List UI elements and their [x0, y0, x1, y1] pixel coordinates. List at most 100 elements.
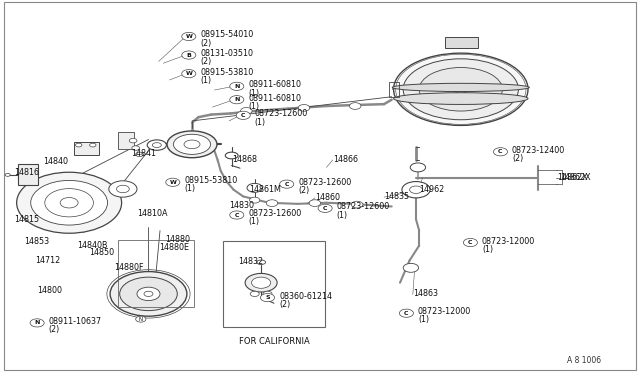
Circle shape [250, 291, 259, 296]
Bar [118, 132, 134, 149]
Circle shape [236, 111, 250, 119]
Circle shape [120, 277, 177, 311]
Circle shape [399, 309, 413, 317]
Circle shape [129, 138, 137, 143]
Text: C: C [468, 240, 473, 245]
Text: (1): (1) [248, 217, 259, 226]
Text: 14841: 14841 [131, 149, 156, 158]
Circle shape [309, 200, 321, 206]
Bar [223, 241, 325, 327]
Text: (2): (2) [298, 186, 310, 195]
Circle shape [351, 201, 363, 208]
Text: W: W [170, 180, 176, 185]
Text: 08723-12400: 08723-12400 [512, 146, 565, 155]
Text: 14830: 14830 [229, 201, 254, 210]
Text: 14850: 14850 [90, 248, 115, 257]
Circle shape [182, 32, 196, 41]
Text: C: C [323, 206, 328, 211]
Text: B: B [186, 52, 191, 58]
Text: 08911-60810: 08911-60810 [248, 80, 301, 89]
Text: 14861M: 14861M [250, 185, 282, 194]
Text: S: S [265, 295, 270, 300]
Text: N: N [35, 320, 40, 326]
Circle shape [463, 238, 477, 247]
Circle shape [45, 189, 93, 217]
Text: 14835: 14835 [384, 192, 409, 201]
Ellipse shape [152, 143, 161, 148]
Ellipse shape [167, 131, 217, 158]
Text: 08723-12600: 08723-12600 [255, 109, 308, 118]
Circle shape [402, 182, 430, 198]
Text: A 8 1006: A 8 1006 [568, 356, 602, 365]
Text: 08723-12600: 08723-12600 [298, 178, 351, 187]
Text: 14810A: 14810A [138, 209, 168, 218]
Text: N: N [234, 97, 239, 102]
Bar [445, 37, 478, 48]
Circle shape [31, 180, 108, 225]
Text: 08723-12600: 08723-12600 [337, 202, 390, 211]
Ellipse shape [403, 59, 518, 120]
Text: 14863: 14863 [413, 289, 438, 298]
Circle shape [252, 277, 271, 288]
Text: FOR CALIFORNIA: FOR CALIFORNIA [239, 337, 309, 346]
Text: C: C [404, 311, 409, 316]
Circle shape [166, 178, 180, 186]
Circle shape [230, 82, 244, 90]
Text: 14840B: 14840B [77, 241, 108, 250]
Text: 08131-03510: 08131-03510 [200, 49, 253, 58]
Text: (1): (1) [248, 102, 259, 111]
Circle shape [182, 51, 196, 59]
Bar [18, 164, 38, 185]
Circle shape [318, 204, 332, 212]
Text: (1): (1) [255, 118, 266, 126]
Circle shape [136, 152, 143, 157]
Ellipse shape [419, 68, 502, 111]
Text: (2): (2) [49, 325, 60, 334]
Circle shape [245, 273, 277, 292]
Circle shape [230, 211, 244, 219]
Circle shape [493, 148, 508, 156]
Circle shape [76, 143, 82, 147]
Circle shape [17, 172, 122, 233]
Circle shape [241, 108, 252, 114]
Text: (2): (2) [200, 39, 212, 48]
Text: C: C [284, 182, 289, 187]
Circle shape [410, 163, 426, 172]
Circle shape [90, 143, 96, 147]
Text: 14816: 14816 [14, 169, 39, 177]
Circle shape [260, 294, 275, 302]
Text: 14840: 14840 [44, 157, 68, 166]
Text: (1): (1) [200, 76, 211, 85]
Circle shape [5, 173, 10, 176]
Circle shape [116, 185, 129, 193]
Text: 14862X: 14862X [561, 173, 591, 182]
Text: C: C [234, 212, 239, 218]
Text: 14815: 14815 [14, 215, 39, 224]
Circle shape [144, 291, 153, 296]
Text: W: W [186, 71, 192, 76]
Ellipse shape [147, 140, 166, 150]
Text: 08911-60810: 08911-60810 [248, 94, 301, 103]
Text: (1): (1) [337, 211, 348, 219]
Text: N: N [139, 317, 143, 322]
Text: (2): (2) [512, 154, 524, 163]
Circle shape [250, 197, 260, 203]
Text: 08915-53810: 08915-53810 [184, 176, 237, 185]
Circle shape [410, 186, 422, 193]
Circle shape [136, 316, 146, 322]
Bar [74, 142, 99, 155]
Circle shape [263, 291, 272, 296]
Bar [118, 240, 194, 307]
Text: 08723-12600: 08723-12600 [248, 209, 301, 218]
Text: 14880F: 14880F [114, 263, 143, 272]
Circle shape [349, 103, 361, 109]
Ellipse shape [394, 53, 528, 125]
Text: 14866: 14866 [333, 155, 358, 164]
Circle shape [182, 70, 196, 78]
Circle shape [30, 319, 44, 327]
Text: W: W [186, 34, 192, 39]
Text: 08911-10637: 08911-10637 [49, 317, 102, 326]
Text: C: C [241, 113, 246, 118]
Ellipse shape [394, 93, 528, 105]
Text: (1): (1) [184, 185, 195, 193]
